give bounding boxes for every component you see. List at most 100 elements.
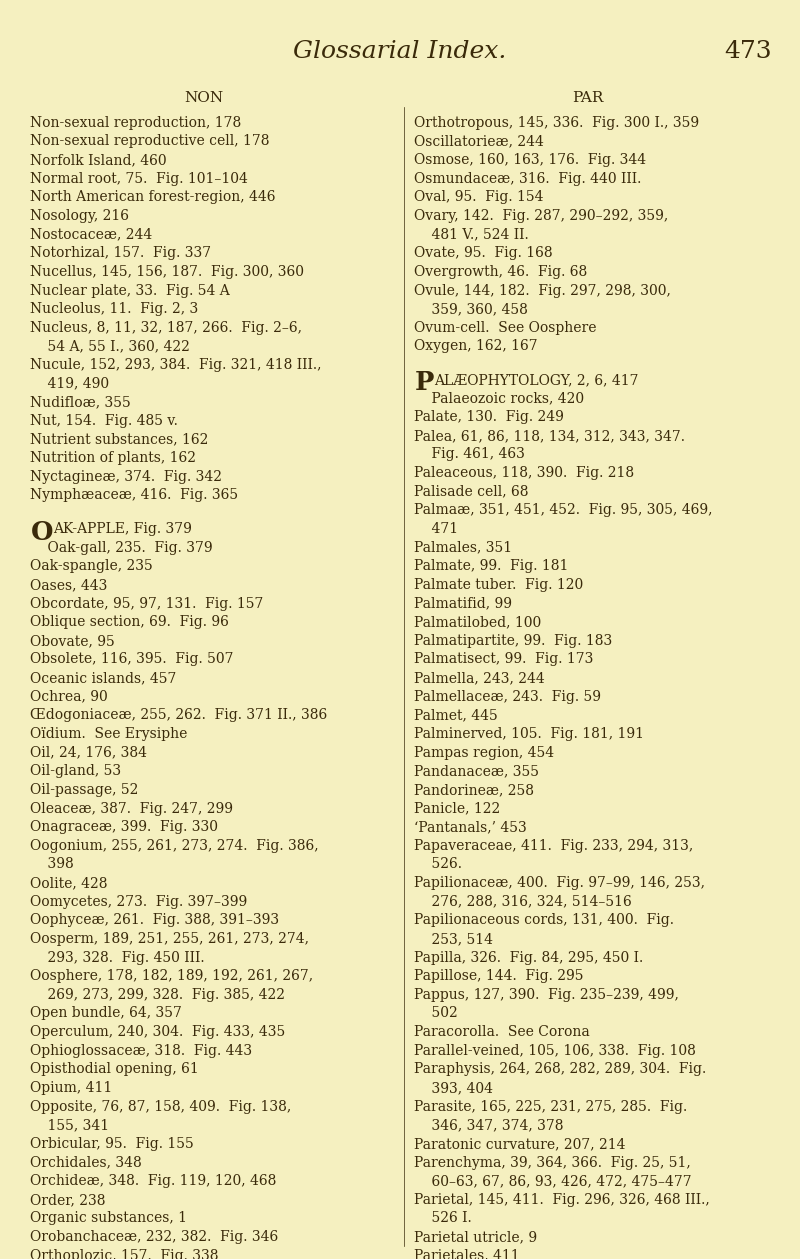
Text: Oil, 24, 176, 384: Oil, 24, 176, 384 <box>30 745 147 759</box>
Text: 526 I.: 526 I. <box>414 1211 472 1225</box>
Text: 471: 471 <box>414 522 458 536</box>
Text: Nucellus, 145, 156, 187.  Fig. 300, 360: Nucellus, 145, 156, 187. Fig. 300, 360 <box>30 264 304 279</box>
Text: Orbicular, 95.  Fig. 155: Orbicular, 95. Fig. 155 <box>30 1137 194 1151</box>
Text: Orchidales, 348: Orchidales, 348 <box>30 1156 142 1170</box>
Text: Nucleolus, 11.  Fig. 2, 3: Nucleolus, 11. Fig. 2, 3 <box>30 302 198 316</box>
Text: 473: 473 <box>724 40 772 63</box>
Text: Pandorineæ, 258: Pandorineæ, 258 <box>414 783 534 797</box>
Text: Obsolete, 116, 395.  Fig. 507: Obsolete, 116, 395. Fig. 507 <box>30 652 234 666</box>
Text: 54 A, 55 I., 360, 422: 54 A, 55 I., 360, 422 <box>30 340 190 354</box>
Text: Notorhizal, 157.  Fig. 337: Notorhizal, 157. Fig. 337 <box>30 247 211 261</box>
Text: Pappus, 127, 390.  Fig. 235–239, 499,: Pappus, 127, 390. Fig. 235–239, 499, <box>414 988 679 1002</box>
Text: Palmales, 351: Palmales, 351 <box>414 540 513 555</box>
Text: Palmellaceæ, 243.  Fig. 59: Palmellaceæ, 243. Fig. 59 <box>414 690 602 704</box>
Text: Osmose, 160, 163, 176.  Fig. 344: Osmose, 160, 163, 176. Fig. 344 <box>414 154 646 167</box>
Text: 155, 341: 155, 341 <box>30 1118 110 1132</box>
Text: Nucleus, 8, 11, 32, 187, 266.  Fig. 2–6,: Nucleus, 8, 11, 32, 187, 266. Fig. 2–6, <box>30 321 302 335</box>
Text: 526.: 526. <box>414 857 462 871</box>
Text: Oïdium.  See Erysiphe: Oïdium. See Erysiphe <box>30 726 188 742</box>
Text: Nutrition of plants, 162: Nutrition of plants, 162 <box>30 451 197 466</box>
Text: Nyctagineæ, 374.  Fig. 342: Nyctagineæ, 374. Fig. 342 <box>30 470 222 483</box>
Text: PAR: PAR <box>572 91 604 104</box>
Text: Oval, 95.  Fig. 154: Oval, 95. Fig. 154 <box>414 190 544 204</box>
Text: Palmella, 243, 244: Palmella, 243, 244 <box>414 671 545 685</box>
Text: Parietal, 145, 411.  Fig. 296, 326, 468 III.,: Parietal, 145, 411. Fig. 296, 326, 468 I… <box>414 1192 710 1207</box>
Text: Orthotropous, 145, 336.  Fig. 300 I., 359: Orthotropous, 145, 336. Fig. 300 I., 359 <box>414 116 699 130</box>
Text: Orchideæ, 348.  Fig. 119, 120, 468: Orchideæ, 348. Fig. 119, 120, 468 <box>30 1175 277 1188</box>
Text: Normal root, 75.  Fig. 101–104: Normal root, 75. Fig. 101–104 <box>30 171 248 186</box>
Text: Nutrient substances, 162: Nutrient substances, 162 <box>30 433 209 447</box>
Text: Oil-passage, 52: Oil-passage, 52 <box>30 783 138 797</box>
Text: ALÆOPHYTOLOGY, 2, 6, 417: ALÆOPHYTOLOGY, 2, 6, 417 <box>434 373 639 387</box>
Text: Œdogoniaceæ, 255, 262.  Fig. 371 II., 386: Œdogoniaceæ, 255, 262. Fig. 371 II., 386 <box>30 709 328 723</box>
Text: 359, 360, 458: 359, 360, 458 <box>414 302 528 316</box>
Text: Non-sexual reproductive cell, 178: Non-sexual reproductive cell, 178 <box>30 135 270 149</box>
Text: NON: NON <box>185 91 223 104</box>
Text: P: P <box>414 370 434 395</box>
Text: Papillose, 144.  Fig. 295: Papillose, 144. Fig. 295 <box>414 969 584 983</box>
Text: Opisthodial opening, 61: Opisthodial opening, 61 <box>30 1063 199 1076</box>
Text: O: O <box>30 520 53 544</box>
Text: Parenchyma, 39, 364, 366.  Fig. 25, 51,: Parenchyma, 39, 364, 366. Fig. 25, 51, <box>414 1156 691 1170</box>
Text: Osmundaceæ, 316.  Fig. 440 III.: Osmundaceæ, 316. Fig. 440 III. <box>414 171 642 186</box>
Text: Glossarial Index.: Glossarial Index. <box>294 40 506 63</box>
Text: Oil-gland, 53: Oil-gland, 53 <box>30 764 122 778</box>
Text: Oceanic islands, 457: Oceanic islands, 457 <box>30 671 177 685</box>
Text: 60–63, 67, 86, 93, 426, 472, 475–477: 60–63, 67, 86, 93, 426, 472, 475–477 <box>414 1175 692 1188</box>
Text: Palminerved, 105.  Fig. 181, 191: Palminerved, 105. Fig. 181, 191 <box>414 726 645 742</box>
Text: Nut, 154.  Fig. 485 v.: Nut, 154. Fig. 485 v. <box>30 414 178 428</box>
Text: Palmaæ, 351, 451, 452.  Fig. 95, 305, 469,: Palmaæ, 351, 451, 452. Fig. 95, 305, 469… <box>414 504 713 517</box>
Text: Papaveraceae, 411.  Fig. 233, 294, 313,: Papaveraceae, 411. Fig. 233, 294, 313, <box>414 838 694 852</box>
Text: ‘Pantanals,’ 453: ‘Pantanals,’ 453 <box>414 820 527 835</box>
Text: Ovule, 144, 182.  Fig. 297, 298, 300,: Ovule, 144, 182. Fig. 297, 298, 300, <box>414 283 671 297</box>
Text: 293, 328.  Fig. 450 III.: 293, 328. Fig. 450 III. <box>30 951 205 964</box>
Text: Oosphere, 178, 182, 189, 192, 261, 267,: Oosphere, 178, 182, 189, 192, 261, 267, <box>30 969 314 983</box>
Text: Ovate, 95.  Fig. 168: Ovate, 95. Fig. 168 <box>414 247 553 261</box>
Text: Oblique section, 69.  Fig. 96: Oblique section, 69. Fig. 96 <box>30 616 230 630</box>
Text: Orobanchaceæ, 232, 382.  Fig. 346: Orobanchaceæ, 232, 382. Fig. 346 <box>30 1230 278 1244</box>
Text: Parallel-veined, 105, 106, 338.  Fig. 108: Parallel-veined, 105, 106, 338. Fig. 108 <box>414 1044 696 1058</box>
Text: Oomycetes, 273.  Fig. 397–399: Oomycetes, 273. Fig. 397–399 <box>30 895 248 909</box>
Text: 481 V., 524 II.: 481 V., 524 II. <box>414 228 529 242</box>
Text: Ovum-cell.  See Oosphere: Ovum-cell. See Oosphere <box>414 321 597 335</box>
Text: Parietales, 411: Parietales, 411 <box>414 1249 520 1259</box>
Text: 398: 398 <box>30 857 74 871</box>
Text: 276, 288, 316, 324, 514–516: 276, 288, 316, 324, 514–516 <box>414 895 632 909</box>
Text: Organic substances, 1: Organic substances, 1 <box>30 1211 187 1225</box>
Text: Nuclear plate, 33.  Fig. 54 A: Nuclear plate, 33. Fig. 54 A <box>30 283 230 297</box>
Text: Palaeozoic rocks, 420: Palaeozoic rocks, 420 <box>414 392 585 405</box>
Text: Palmatilobed, 100: Palmatilobed, 100 <box>414 616 542 630</box>
Text: Palate, 130.  Fig. 249: Palate, 130. Fig. 249 <box>414 410 564 424</box>
Text: Palmatisect, 99.  Fig. 173: Palmatisect, 99. Fig. 173 <box>414 652 594 666</box>
Text: Palisade cell, 68: Palisade cell, 68 <box>414 485 529 499</box>
Text: Fig. 461, 463: Fig. 461, 463 <box>414 447 526 462</box>
Text: Palmatifid, 99: Palmatifid, 99 <box>414 597 513 611</box>
Text: Parietal utricle, 9: Parietal utricle, 9 <box>414 1230 538 1244</box>
Text: Nymphæaceæ, 416.  Fig. 365: Nymphæaceæ, 416. Fig. 365 <box>30 488 238 502</box>
Text: Parasite, 165, 225, 231, 275, 285.  Fig.: Parasite, 165, 225, 231, 275, 285. Fig. <box>414 1099 688 1114</box>
Text: Oleaceæ, 387.  Fig. 247, 299: Oleaceæ, 387. Fig. 247, 299 <box>30 802 234 816</box>
Text: Papilla, 326.  Fig. 84, 295, 450 I.: Papilla, 326. Fig. 84, 295, 450 I. <box>414 951 644 964</box>
Text: Nosology, 216: Nosology, 216 <box>30 209 130 223</box>
Text: Palmet, 445: Palmet, 445 <box>414 709 498 723</box>
Text: Opposite, 76, 87, 158, 409.  Fig. 138,: Opposite, 76, 87, 158, 409. Fig. 138, <box>30 1099 292 1114</box>
Text: Obovate, 95: Obovate, 95 <box>30 633 115 648</box>
Text: Open bundle, 64, 357: Open bundle, 64, 357 <box>30 1006 182 1021</box>
Text: Pandanaceæ, 355: Pandanaceæ, 355 <box>414 764 539 778</box>
Text: Panicle, 122: Panicle, 122 <box>414 802 501 816</box>
Text: Oolite, 428: Oolite, 428 <box>30 876 108 890</box>
Text: Nudifloæ, 355: Nudifloæ, 355 <box>30 395 131 409</box>
Text: Pampas region, 454: Pampas region, 454 <box>414 745 554 759</box>
Text: 269, 273, 299, 328.  Fig. 385, 422: 269, 273, 299, 328. Fig. 385, 422 <box>30 988 286 1002</box>
Text: Opium, 411: Opium, 411 <box>30 1081 113 1095</box>
Text: Paracorolla.  See Corona: Paracorolla. See Corona <box>414 1025 590 1039</box>
Text: Oophyceæ, 261.  Fig. 388, 391–393: Oophyceæ, 261. Fig. 388, 391–393 <box>30 913 279 928</box>
Text: Oak-spangle, 235: Oak-spangle, 235 <box>30 559 153 573</box>
Text: 502: 502 <box>414 1006 458 1021</box>
Text: Paraphysis, 264, 268, 282, 289, 304.  Fig.: Paraphysis, 264, 268, 282, 289, 304. Fig… <box>414 1063 706 1076</box>
Text: Nucule, 152, 293, 384.  Fig. 321, 418 III.,: Nucule, 152, 293, 384. Fig. 321, 418 III… <box>30 358 322 373</box>
Text: Oosperm, 189, 251, 255, 261, 273, 274,: Oosperm, 189, 251, 255, 261, 273, 274, <box>30 932 310 946</box>
Text: Paleaceous, 118, 390.  Fig. 218: Paleaceous, 118, 390. Fig. 218 <box>414 466 634 480</box>
Text: 419, 490: 419, 490 <box>30 376 110 390</box>
Text: Palmatipartite, 99.  Fig. 183: Palmatipartite, 99. Fig. 183 <box>414 633 613 648</box>
